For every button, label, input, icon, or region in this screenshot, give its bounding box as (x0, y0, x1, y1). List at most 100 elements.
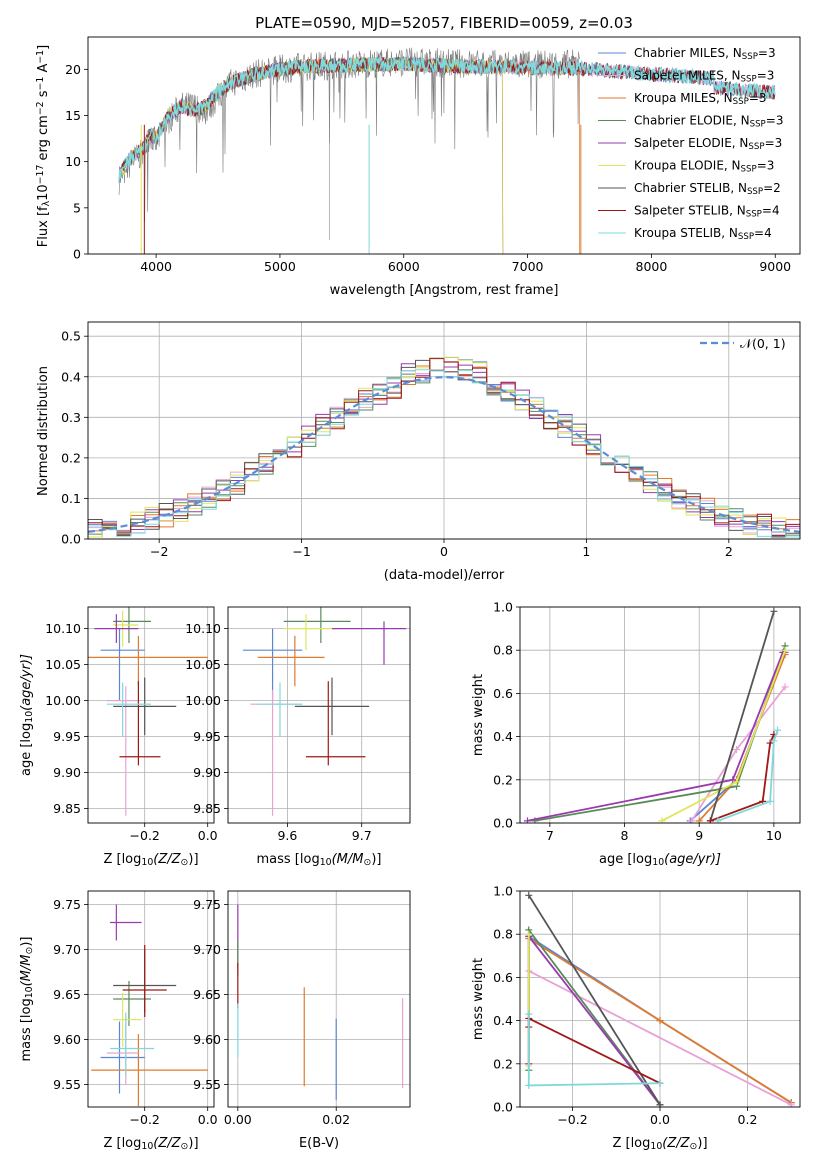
label-part: Flux [f (36, 206, 51, 247)
x-tick-label: 0.0 (198, 828, 218, 843)
weight-line (717, 729, 779, 822)
weight-marker (729, 776, 737, 784)
y-tick-label: 5 (73, 200, 81, 215)
y-tick-label: 9.75 (193, 897, 221, 912)
axes-frame (87, 36, 801, 255)
label-part: SSP (742, 52, 758, 62)
x-axis-label: (data-model)/error (384, 568, 505, 583)
label-part: Salpeter MILES, N (634, 69, 741, 83)
spectrum-plot-area (118, 47, 776, 254)
x-tick-label: 9000 (759, 259, 791, 274)
label-part: =3 (758, 46, 776, 60)
x-tick-label: 1 (582, 544, 590, 559)
residual_histogram-panel: −2 −1 0 1 2 0.0 0.1 0.2 0.3 0.4 0.5 𝒩(0, 1) (data-mo… (36, 321, 801, 583)
axes-frame (519, 606, 801, 824)
weight-marker (525, 891, 533, 899)
weight-marker (688, 817, 696, 823)
label-part: 10 (24, 986, 35, 998)
weight-marker (706, 817, 714, 823)
y-axis-label: mass weight (471, 674, 486, 756)
label-part: erg cm (36, 115, 51, 164)
y-tick-label: 15 (65, 108, 81, 123)
y-tick-label: 1.0 (493, 884, 513, 899)
label-part: Z [log (103, 852, 141, 867)
weight-marker (656, 1101, 664, 1107)
y-tick-label: 9.65 (53, 987, 81, 1002)
label-part: (Z/Z (662, 1136, 690, 1151)
x-tick-label: 9.7 (352, 828, 372, 843)
y-tick-label: 9.75 (53, 897, 81, 912)
age_vs_mass-panel: 9.6 9.7 9.85 9.90 9.95 10.00 10.05 10.10 mass [l… (185, 606, 411, 868)
y-tick-label: 10 (65, 154, 81, 169)
y-axis-label: age [log10(age/yr)] (19, 654, 35, 776)
label-part: −1 (35, 77, 46, 91)
label-part: −17 (35, 165, 46, 185)
label-part: )] (697, 1136, 707, 1151)
legend-label: Salpeter ELODIE, NSSP=3 (634, 136, 782, 152)
y-tick-label: 10.05 (185, 657, 221, 672)
histogram-step (88, 369, 800, 538)
y-tick-label: 10.10 (185, 621, 221, 636)
weight-marker (781, 683, 789, 691)
mass_vs_EBV-panel: 0.00 0.02 9.55 9.60 9.65 9.70 9.75 E(B-V) (193, 890, 411, 1151)
label-part: SSP (746, 210, 762, 220)
x-tick-label: 10 (766, 828, 782, 843)
label-part: =3 (765, 136, 783, 150)
weight-marker (656, 1017, 664, 1025)
weight-marker (787, 1101, 795, 1107)
label-part: =4 (754, 226, 772, 240)
legend-label: 𝒩(0, 1) (740, 336, 786, 351)
axes-frame (519, 890, 801, 1108)
weight-marker (656, 1079, 664, 1087)
label-part: =3 (766, 114, 784, 128)
weight-marker (525, 1081, 533, 1089)
label-part: =2 (763, 181, 781, 195)
label-part: =4 (762, 204, 780, 218)
label-part: =3 (757, 69, 775, 83)
y-tick-label: 9.95 (193, 729, 221, 744)
y-tick-label: 0.4 (61, 369, 81, 384)
label-part: 10 (36, 184, 51, 201)
y-tick-label: 9.60 (193, 1032, 221, 1047)
label-part: age [log (599, 852, 652, 867)
age_vs_mass-plot-area (242, 607, 407, 816)
weight-line (709, 611, 775, 822)
y-tick-label: 9.85 (53, 801, 81, 816)
age_vs_Z-panel: −0.2 0.0 9.85 9.90 9.95 10.00 10.05 10.10 Z [log… (19, 606, 218, 868)
legend-label: Chabrier ELODIE, NSSP=3 (634, 114, 783, 130)
weight-line (710, 734, 775, 822)
spectrum-panel: 4000 5000 6000 7000 8000 9000 0 5 10 15 20 Chabrier… (35, 36, 801, 298)
label-part: Kroupa ELODIE, N (634, 159, 741, 173)
label-part: (age/yr)] (19, 654, 34, 711)
y-tick-label: 0.4 (493, 729, 513, 744)
y-tick-label: 10.05 (45, 657, 81, 672)
y-tick-label: 10.10 (45, 621, 81, 636)
weight_vs_age-plot-area (523, 607, 789, 823)
x-tick-label: 7 (546, 828, 554, 843)
y-tick-label: 1.0 (493, 600, 513, 615)
weight-marker (781, 646, 789, 654)
label-part: (M/M (332, 852, 364, 867)
label-part: (Z/Z (153, 1136, 181, 1151)
label-part: SSP (747, 187, 763, 197)
x-axis-label: E(B-V) (299, 1136, 339, 1151)
label-part: ⊙ (24, 947, 35, 955)
legend-label: Chabrier STELIB, NSSP=2 (634, 181, 781, 197)
y-tick-label: 0.2 (493, 772, 513, 787)
label-part: )] (188, 1136, 198, 1151)
x-tick-label: −0.2 (557, 1112, 587, 1127)
label-part: Kroupa MILES, N (634, 91, 733, 105)
model-spectrum-line (118, 55, 776, 183)
y-tick-label: 0.2 (61, 450, 81, 465)
figure-title: PLATE=0590, MJD=52057, FIBERID=0059, z=0… (255, 14, 633, 32)
label-part: )] (19, 937, 34, 947)
label-part: Salpeter ELODIE, N (634, 136, 748, 150)
label-part: 10 (141, 857, 153, 868)
y-tick-label: 0.4 (493, 1013, 513, 1028)
legend-label: Kroupa MILES, NSSP=3 (634, 91, 767, 107)
label-part: =3 (749, 91, 767, 105)
label-part: (age/yr)] (664, 852, 721, 867)
label-part: mass [log (19, 998, 34, 1061)
label-part: SSP (750, 120, 766, 130)
x-axis-label: Z [log10(Z/Z⊙)] (103, 852, 198, 868)
